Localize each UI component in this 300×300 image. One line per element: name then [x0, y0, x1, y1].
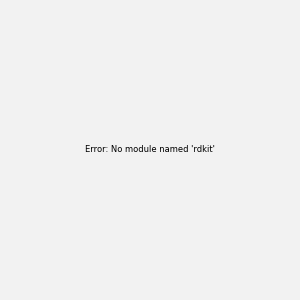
Text: Error: No module named 'rdkit': Error: No module named 'rdkit': [85, 146, 215, 154]
